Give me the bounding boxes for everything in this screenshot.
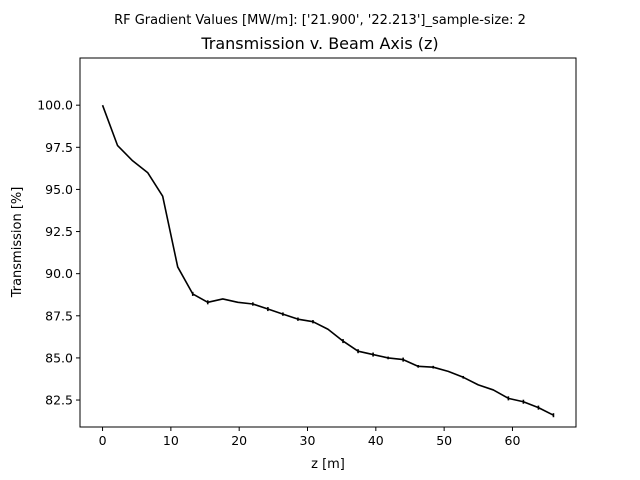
- chart-suptitle: RF Gradient Values [MW/m]: ['21.900', '2…: [114, 13, 526, 28]
- x-tick-label: 50: [436, 433, 452, 448]
- y-tick-label: 100.0: [37, 98, 73, 113]
- y-tick-label: 85.0: [45, 350, 73, 365]
- x-tick-label: 40: [368, 433, 384, 448]
- y-tick-label: 97.5: [45, 140, 73, 155]
- series-layer: [101, 104, 555, 418]
- y-tick-label: 95.0: [45, 182, 73, 197]
- y-tick-label: 90.0: [45, 266, 73, 281]
- x-axis: 0 10 20 30 40 50 60: [99, 427, 521, 448]
- x-tick-label: 30: [300, 433, 316, 448]
- y-tick-label: 92.5: [45, 224, 73, 239]
- x-tick-label: 10: [163, 433, 179, 448]
- x-tick-label: 60: [505, 433, 521, 448]
- y-tick-label: 82.5: [45, 393, 73, 408]
- plot-area-frame: [79, 57, 577, 428]
- x-tick-label: 0: [99, 433, 107, 448]
- chart-title: Transmission v. Beam Axis (z): [200, 34, 438, 53]
- y-axis: 82.5 85.0 87.5 90.0 92.5 95.0 97.5 100.0: [37, 98, 80, 408]
- x-tick-label: 20: [231, 433, 247, 448]
- y-tick-label: 87.5: [45, 308, 73, 323]
- y-axis-label: Transmission [%]: [10, 187, 25, 299]
- series-line: [101, 104, 554, 416]
- x-axis-label: z [m]: [311, 457, 345, 472]
